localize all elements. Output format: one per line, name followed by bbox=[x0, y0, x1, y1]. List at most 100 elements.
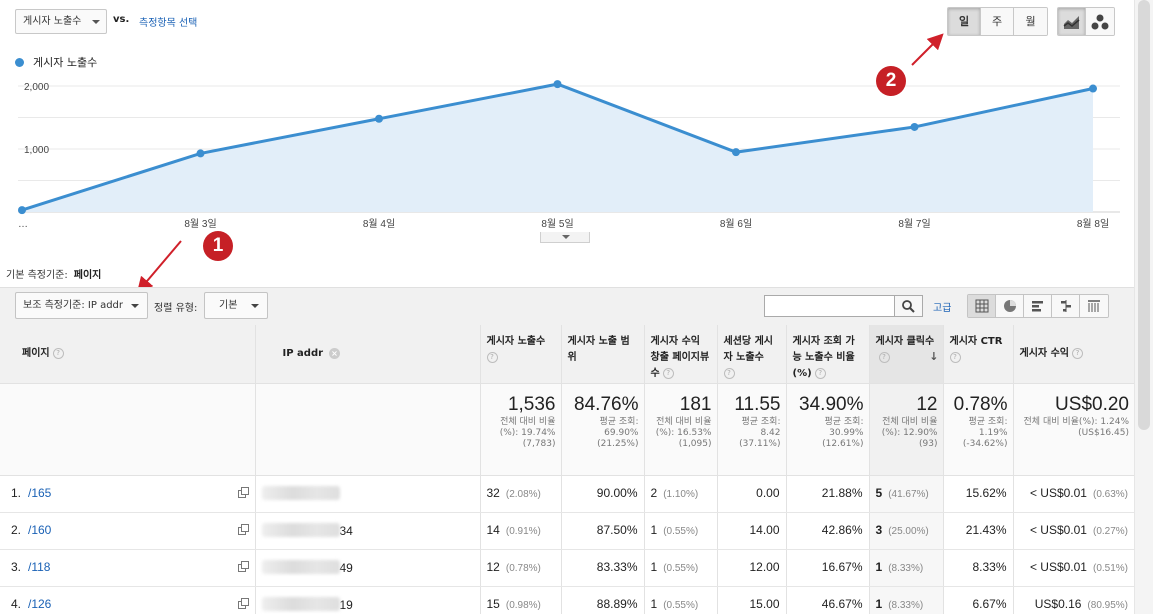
table-search-input[interactable] bbox=[764, 295, 895, 317]
header-page[interactable]: 페이지? bbox=[0, 325, 256, 384]
table-row: 2. /160 34 14 (0.91%) 87.50% 1 (0.55%) 14.00 42.8… bbox=[0, 512, 1134, 550]
monetized-pct: (0.55%) bbox=[663, 562, 699, 574]
header-clicks[interactable]: 게시자 클릭수? ↓ bbox=[869, 325, 944, 384]
total-value: 181 bbox=[679, 393, 712, 415]
header-viewable-rate[interactable]: 게시자 조회 가능 노출수 비율 (%)? bbox=[786, 325, 870, 384]
header-ctr[interactable]: 게시자 CTR? bbox=[943, 325, 1014, 384]
compare-metric-link[interactable]: 측정항목 선택 bbox=[139, 18, 198, 29]
percentage-view-button[interactable] bbox=[996, 295, 1024, 317]
ctr-cell: 21.43% bbox=[943, 512, 1014, 550]
clicks-cell: 5 (41.67%) bbox=[869, 475, 944, 513]
clicks-pct: (25.00%) bbox=[888, 525, 929, 537]
page-scrollbar[interactable] bbox=[1134, 0, 1153, 614]
interval-day-button[interactable]: 일 bbox=[948, 8, 981, 35]
monetized-value: 1 bbox=[650, 522, 658, 537]
line-chart-button[interactable] bbox=[1058, 8, 1086, 35]
close-icon[interactable]: × bbox=[329, 347, 341, 359]
sort-type-label: 정렬 유형: bbox=[154, 303, 198, 314]
impressions-per-session-cell: 0.00 bbox=[717, 475, 787, 513]
help-icon[interactable]: ? bbox=[1071, 347, 1083, 359]
arrow-1 bbox=[136, 240, 182, 294]
help-icon[interactable]: ? bbox=[949, 351, 961, 363]
chart-resize-handle[interactable] bbox=[540, 232, 590, 243]
help-icon[interactable]: ? bbox=[52, 347, 64, 359]
motion-chart-icon bbox=[1091, 14, 1109, 29]
help-icon[interactable]: ? bbox=[814, 367, 826, 379]
total-ctr: 0.78% 평균 조회: 1.19% (-34.62%) bbox=[943, 383, 1014, 476]
open-page-icon[interactable] bbox=[237, 486, 249, 498]
coverage-cell: 87.50% bbox=[561, 512, 645, 550]
header-per-session-label: 세션당 게시자 노출수 bbox=[723, 336, 773, 363]
chevron-down-icon bbox=[131, 304, 139, 308]
impressions-per-session-cell: 14.00 bbox=[717, 512, 787, 550]
page-link[interactable]: /126 bbox=[28, 596, 52, 611]
pivot-view-button[interactable] bbox=[1080, 295, 1108, 317]
data-view-button[interactable] bbox=[968, 295, 996, 317]
ip-cell: 19 bbox=[255, 586, 481, 614]
search-button[interactable] bbox=[895, 295, 923, 317]
help-icon[interactable]: ? bbox=[723, 367, 735, 379]
total-value: 0.78% bbox=[953, 393, 1008, 415]
interval-toggle: 일 주 월 bbox=[947, 7, 1048, 36]
secondary-dimension-select[interactable]: 보조 측정기준: IP addr bbox=[15, 292, 148, 319]
open-page-icon[interactable] bbox=[237, 523, 249, 535]
page-link[interactable]: /118 bbox=[28, 559, 51, 574]
interval-week-button[interactable]: 주 bbox=[981, 8, 1014, 35]
x-tick-label: 8월 8일 bbox=[1077, 218, 1109, 230]
secondary-dimension-label: 보조 측정기준: IP addr bbox=[23, 300, 124, 311]
page-cell: 3. /118 bbox=[0, 549, 256, 587]
open-page-icon[interactable] bbox=[237, 597, 249, 609]
monetized-pct: (0.55%) bbox=[663, 525, 699, 537]
total-sub: 평균 조회: 69.90% (21.25%) bbox=[597, 416, 639, 449]
revenue-pct: (80.95%) bbox=[1087, 599, 1128, 611]
bar-chart-icon bbox=[1031, 301, 1043, 312]
pivot-icon bbox=[1088, 300, 1100, 312]
total-impressions: 1,536 전체 대비 비율 (%): 19.74% (7,783) bbox=[480, 383, 562, 476]
revenue-value: < US$0.01 bbox=[1029, 559, 1087, 574]
comparison-view-button[interactable] bbox=[1052, 295, 1080, 317]
table-view-toggle bbox=[967, 294, 1109, 318]
page-link[interactable]: /165 bbox=[28, 485, 52, 500]
x-tick-label: 8월 4일 bbox=[363, 218, 395, 230]
table-row: 1./165 32 (2.08%) 90.00% 2 (1.10%) 0.00 21.88% 5… bbox=[0, 475, 1134, 513]
viewable-rate-cell: 21.88% bbox=[786, 475, 870, 513]
monetized-value: 1 bbox=[650, 596, 658, 611]
impressions-per-session-cell: 12.00 bbox=[717, 549, 787, 587]
header-impressions[interactable]: 게시자 노출수? bbox=[480, 325, 562, 384]
help-icon[interactable]: ? bbox=[662, 367, 674, 379]
page-cell: 2. /160 bbox=[0, 512, 256, 550]
monetized-value: 2 bbox=[650, 485, 658, 500]
header-monetized-pageviews[interactable]: 게시자 수익 창출 페이지뷰 수? bbox=[644, 325, 718, 384]
impressions-per-session-cell: 15.00 bbox=[717, 586, 787, 614]
impressions-value: 14 bbox=[486, 522, 500, 537]
x-tick-label: 8월 7일 bbox=[898, 218, 930, 230]
impressions-cell: 15 (0.98%) bbox=[480, 586, 562, 614]
total-sub: 전체 대비 비율 (%): 19.74% (7,783) bbox=[499, 416, 556, 449]
table-row: 3. /118 49 12 (0.78%) 83.33% 1 (0.55%) 12.00 16.6… bbox=[0, 549, 1134, 587]
chevron-down-icon bbox=[92, 20, 100, 24]
header-impressions-per-session[interactable]: 세션당 게시자 노출수? bbox=[717, 325, 787, 384]
ctr-cell: 6.67% bbox=[943, 586, 1014, 614]
open-page-icon[interactable] bbox=[237, 560, 249, 572]
help-icon[interactable]: ? bbox=[878, 351, 890, 363]
totals-page-cell bbox=[0, 383, 256, 476]
help-icon[interactable]: ? bbox=[486, 351, 498, 363]
header-ip-label: IP addr bbox=[282, 348, 324, 359]
header-coverage[interactable]: 게시자 노출 범위 bbox=[561, 325, 645, 384]
primary-dimension-page[interactable]: 페이지 bbox=[73, 270, 102, 281]
page-link[interactable]: /160 bbox=[28, 522, 52, 537]
header-ip-addr[interactable]: IP addr × bbox=[255, 325, 481, 384]
monetized-value: 1 bbox=[650, 559, 658, 574]
total-monetized-pageviews: 181 전체 대비 비율(%): 16.53% (1,095) bbox=[644, 383, 718, 476]
impressions-pct: (0.78%) bbox=[505, 562, 541, 574]
scrollbar-thumb[interactable] bbox=[1138, 0, 1150, 430]
metric-select[interactable]: 게시자 노출수 bbox=[15, 9, 107, 34]
interval-month-button[interactable]: 월 bbox=[1014, 8, 1047, 35]
advanced-filter-link[interactable]: 고급 bbox=[933, 303, 952, 314]
revenue-value: US$0.16 bbox=[1034, 596, 1082, 611]
sort-type-select[interactable]: 기본 bbox=[204, 292, 268, 319]
motion-chart-button[interactable] bbox=[1086, 8, 1114, 35]
total-value: 12 bbox=[916, 393, 938, 415]
performance-view-button[interactable] bbox=[1024, 295, 1052, 317]
header-revenue[interactable]: 게시자 수익? bbox=[1013, 325, 1134, 384]
